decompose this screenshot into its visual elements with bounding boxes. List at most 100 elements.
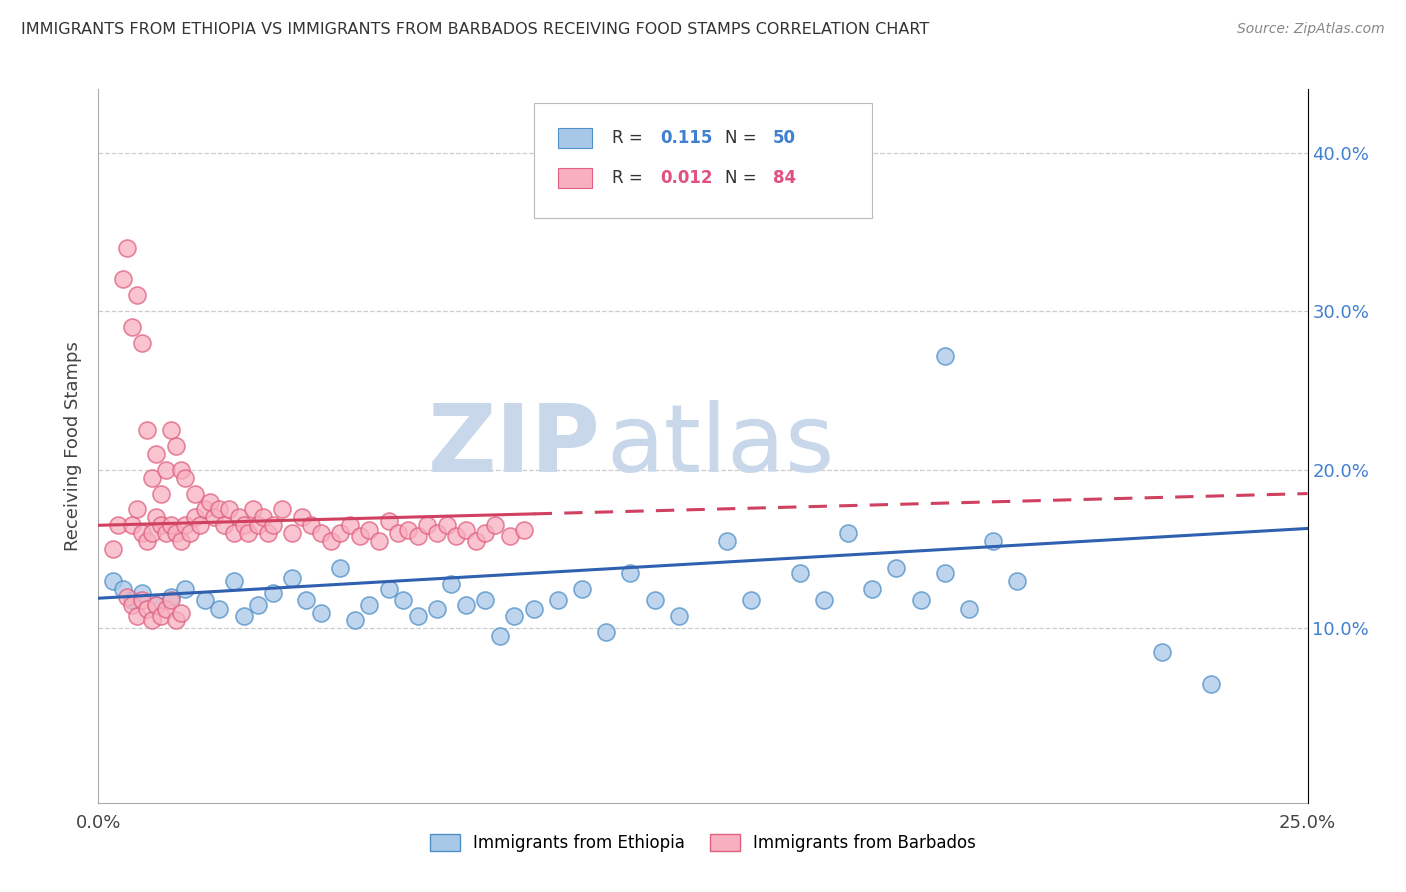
Point xyxy=(165,526,187,541)
Point xyxy=(547,592,569,607)
Point xyxy=(498,529,520,543)
Point xyxy=(238,526,260,541)
Point xyxy=(271,502,294,516)
Point xyxy=(523,602,546,616)
Point xyxy=(117,590,139,604)
Point xyxy=(165,439,187,453)
Point xyxy=(416,518,439,533)
Point xyxy=(396,523,419,537)
Point xyxy=(910,592,932,607)
Point xyxy=(860,582,883,596)
Point xyxy=(194,592,217,607)
Point xyxy=(169,534,191,549)
Point xyxy=(121,598,143,612)
Point xyxy=(107,518,129,533)
Point xyxy=(222,526,245,541)
Point xyxy=(247,598,270,612)
Point xyxy=(349,529,371,543)
Point xyxy=(184,510,207,524)
Point xyxy=(155,463,177,477)
Point xyxy=(359,598,381,612)
Y-axis label: Receiving Food Stamps: Receiving Food Stamps xyxy=(65,341,83,551)
Text: ZIP: ZIP xyxy=(427,400,600,492)
Text: atlas: atlas xyxy=(606,400,835,492)
Point xyxy=(150,486,173,500)
Point xyxy=(837,526,859,541)
Point xyxy=(1007,574,1029,588)
Point xyxy=(716,534,738,549)
Point xyxy=(242,502,264,516)
Point xyxy=(208,502,231,516)
Point xyxy=(406,608,429,623)
Point xyxy=(135,534,157,549)
Point xyxy=(135,602,157,616)
Point xyxy=(121,320,143,334)
Point xyxy=(377,582,399,596)
Point xyxy=(145,598,167,612)
Point xyxy=(131,586,153,600)
Point xyxy=(165,614,187,628)
Legend: Immigrants from Ethiopia, Immigrants from Barbados: Immigrants from Ethiopia, Immigrants fro… xyxy=(423,827,983,859)
Text: N =: N = xyxy=(724,128,762,146)
Point xyxy=(981,534,1004,549)
Point xyxy=(789,566,811,580)
Point xyxy=(489,629,512,643)
Point xyxy=(934,349,956,363)
Point xyxy=(436,518,458,533)
Point xyxy=(668,608,690,623)
Point xyxy=(368,534,391,549)
Point xyxy=(198,494,221,508)
Point xyxy=(454,598,477,612)
Point xyxy=(131,526,153,541)
Point xyxy=(446,529,468,543)
Point xyxy=(174,518,197,533)
Point xyxy=(513,523,536,537)
Point xyxy=(813,592,835,607)
Point xyxy=(571,582,593,596)
Point xyxy=(222,574,245,588)
Point xyxy=(135,423,157,437)
Point xyxy=(204,510,226,524)
Point xyxy=(111,272,134,286)
Point xyxy=(184,486,207,500)
Point xyxy=(111,582,134,596)
Text: Source: ZipAtlas.com: Source: ZipAtlas.com xyxy=(1237,22,1385,37)
Text: 0.115: 0.115 xyxy=(661,128,713,146)
Point xyxy=(290,510,312,524)
Point xyxy=(141,614,163,628)
Point xyxy=(218,502,240,516)
Point xyxy=(127,502,149,516)
Point xyxy=(262,518,284,533)
Point xyxy=(295,592,318,607)
Point xyxy=(619,566,641,580)
Text: IMMIGRANTS FROM ETHIOPIA VS IMMIGRANTS FROM BARBADOS RECEIVING FOOD STAMPS CORRE: IMMIGRANTS FROM ETHIOPIA VS IMMIGRANTS F… xyxy=(21,22,929,37)
Point xyxy=(232,608,254,623)
Text: 84: 84 xyxy=(773,169,796,187)
Text: R =: R = xyxy=(613,169,648,187)
Point xyxy=(387,526,409,541)
Text: R =: R = xyxy=(613,128,648,146)
Point xyxy=(474,526,496,541)
Point xyxy=(339,518,361,533)
Point xyxy=(101,574,124,588)
Point xyxy=(252,510,274,524)
Point xyxy=(117,241,139,255)
Point xyxy=(426,602,449,616)
Point xyxy=(169,606,191,620)
Point xyxy=(228,510,250,524)
Point xyxy=(232,518,254,533)
Point xyxy=(247,518,270,533)
Point xyxy=(343,614,366,628)
Point xyxy=(160,423,183,437)
Text: 0.012: 0.012 xyxy=(661,169,713,187)
Point xyxy=(484,518,506,533)
Point xyxy=(426,526,449,541)
Point xyxy=(208,602,231,616)
Point xyxy=(155,602,177,616)
Point xyxy=(121,592,143,607)
Point xyxy=(329,561,352,575)
FancyBboxPatch shape xyxy=(558,128,592,148)
Point xyxy=(150,608,173,623)
Point xyxy=(262,586,284,600)
Point xyxy=(464,534,486,549)
